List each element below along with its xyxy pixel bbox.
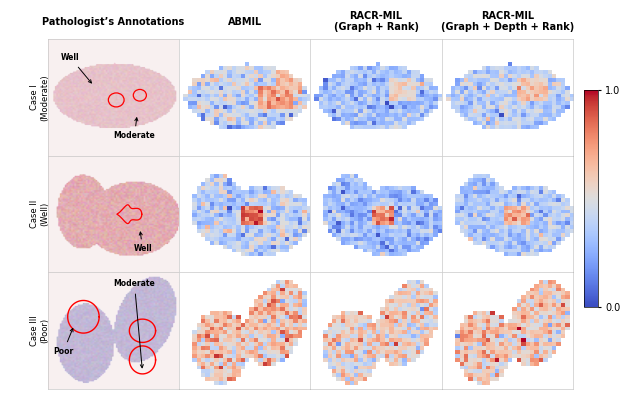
Text: RACR-MIL
(Graph + Rank): RACR-MIL (Graph + Rank) [333, 11, 419, 32]
Text: Case II
(Well): Case II (Well) [30, 200, 49, 228]
Text: Poor: Poor [53, 329, 74, 356]
Text: Well: Well [133, 232, 152, 253]
Text: RACR-MIL
(Graph + Depth + Rank): RACR-MIL (Graph + Depth + Rank) [440, 11, 574, 32]
Text: Well: Well [61, 53, 92, 83]
Text: Case III
(Poor): Case III (Poor) [30, 316, 49, 346]
Text: Pathologist’s Annotations: Pathologist’s Annotations [42, 17, 185, 27]
Text: ABMIL: ABMIL [228, 17, 262, 27]
Text: Case I
(Moderate): Case I (Moderate) [30, 74, 49, 121]
Text: Moderate: Moderate [114, 279, 156, 368]
Text: Moderate: Moderate [114, 118, 156, 140]
